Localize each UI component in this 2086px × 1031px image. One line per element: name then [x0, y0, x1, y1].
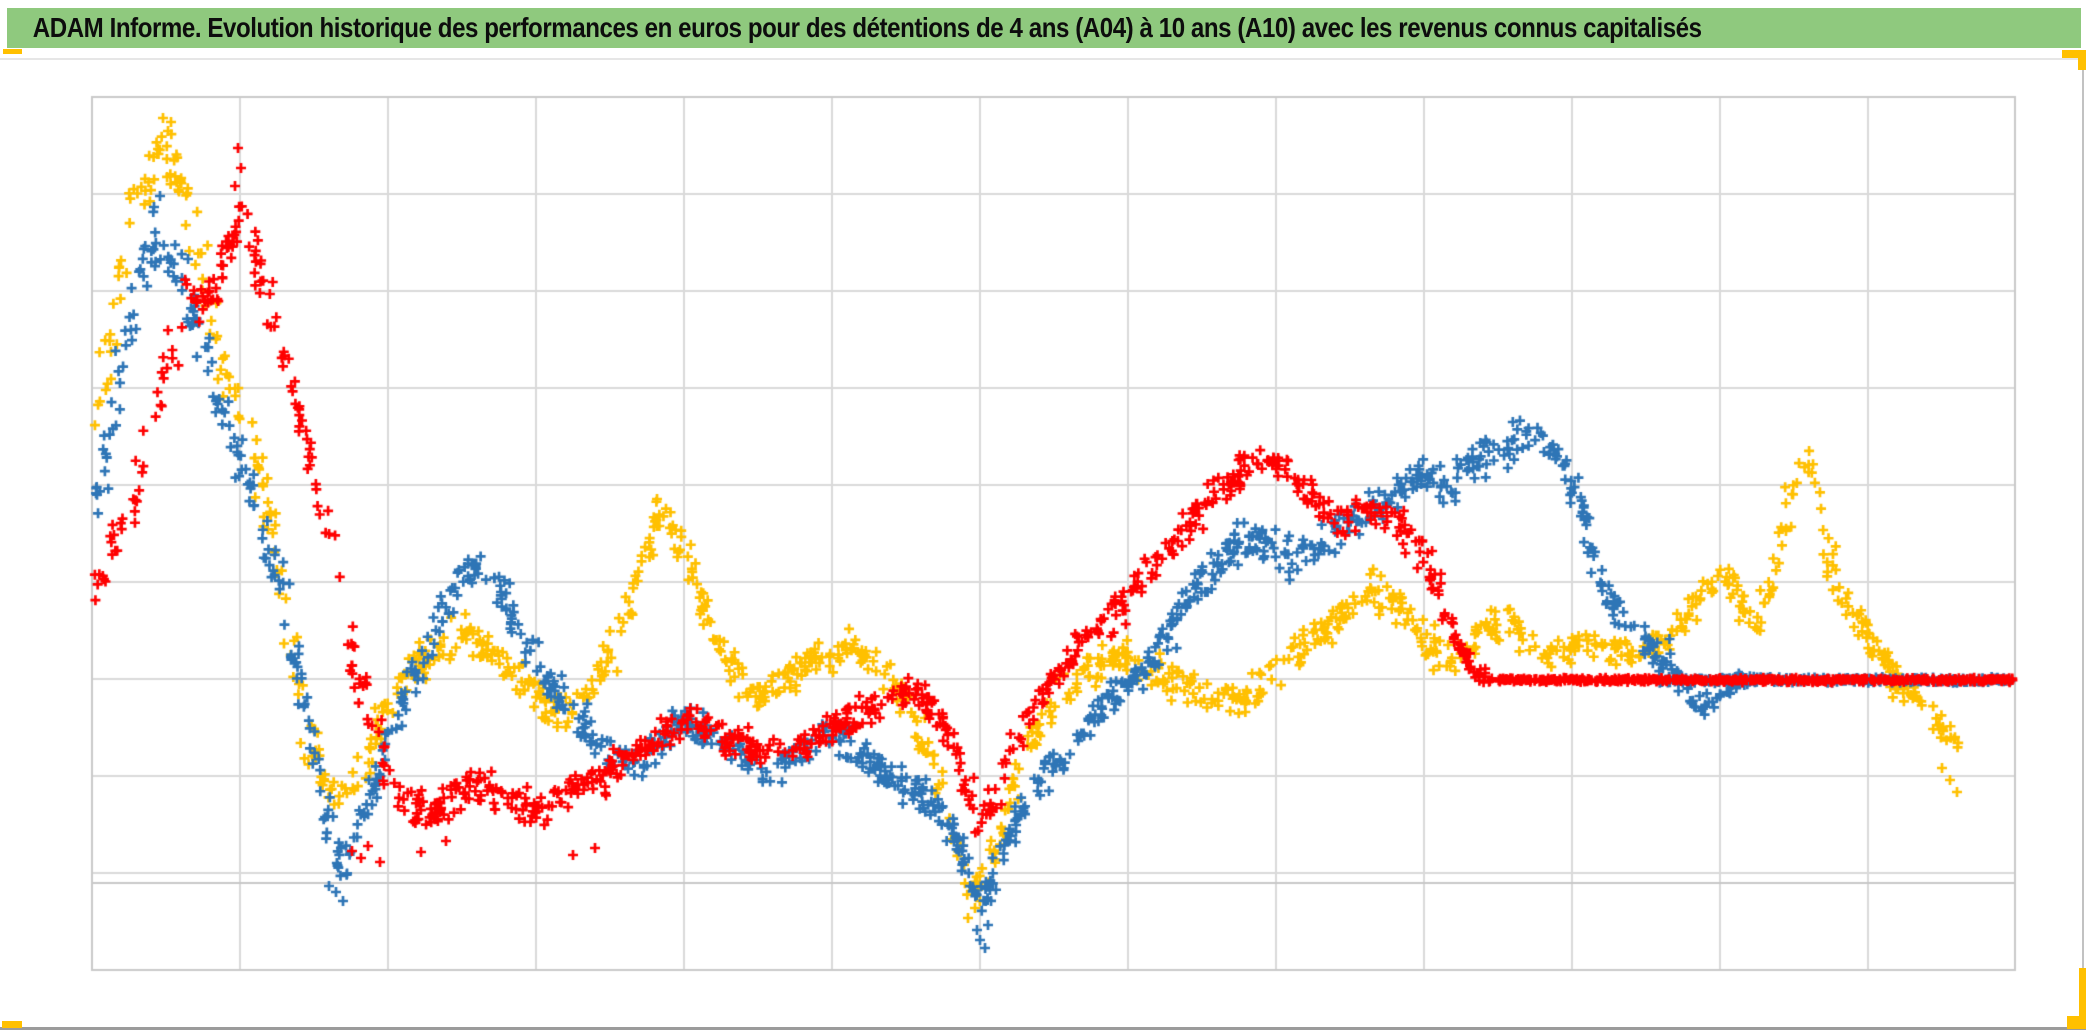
accent-top-left-yellow — [3, 49, 22, 54]
slide-title: ADAM Informe. Evolution historique des p… — [32, 12, 1702, 43]
accent-top-right-corner-v — [2078, 50, 2086, 70]
accent-bottom-right-block — [2067, 1016, 2086, 1029]
accent-bottom-right-strip — [2079, 968, 2086, 1016]
accent-top-right-corner-h — [2062, 50, 2086, 58]
title-bar: ADAM Informe. Evolution historique des p… — [7, 8, 2081, 48]
accent-bottom-left-block — [2, 1021, 22, 1028]
